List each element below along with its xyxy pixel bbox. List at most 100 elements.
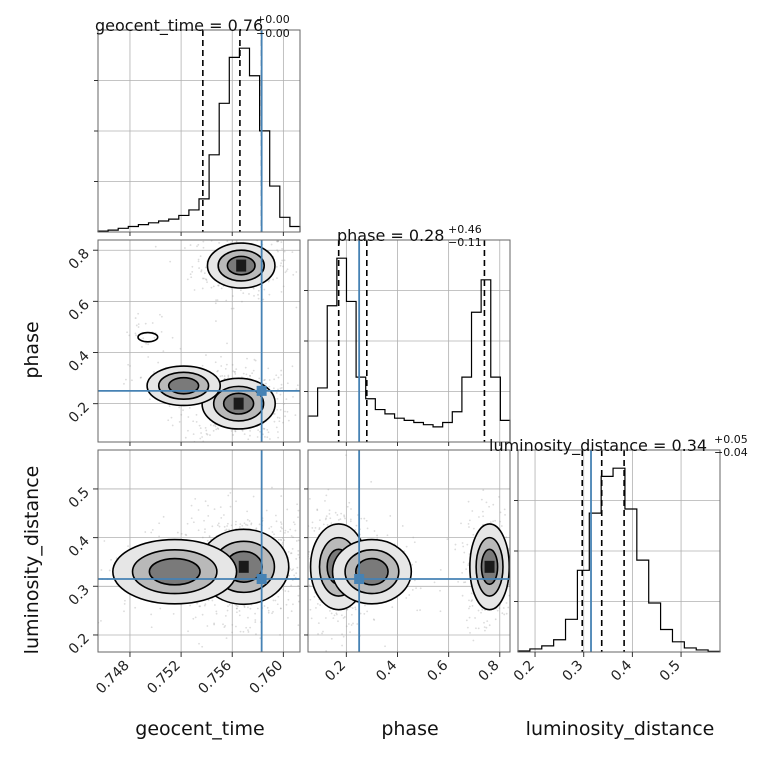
scatter-point <box>346 608 348 611</box>
scatter-point <box>341 633 343 636</box>
scatter-point <box>296 384 299 387</box>
scatter-point <box>356 623 359 625</box>
scatter-point <box>254 359 257 362</box>
scatter-point <box>284 410 286 413</box>
scatter-point <box>158 522 161 525</box>
scatter-point <box>249 607 252 610</box>
scatter-point <box>290 610 293 613</box>
scatter-point <box>287 598 290 601</box>
scatter-point <box>329 517 332 520</box>
scatter-point <box>151 528 154 531</box>
scatter-point <box>217 428 220 430</box>
scatter-point <box>284 532 286 534</box>
scatter-point <box>245 373 248 376</box>
scatter-point <box>197 258 200 261</box>
scatter-point <box>507 606 510 609</box>
scatter-point <box>197 243 200 246</box>
scatter-point <box>343 616 346 618</box>
scatter-point <box>209 434 211 436</box>
scatter-point <box>355 524 358 527</box>
scatter-point <box>234 373 237 375</box>
scatter-point <box>88 525 90 527</box>
scatter-point <box>238 237 240 239</box>
scatter-point <box>200 270 203 273</box>
scatter-point <box>336 514 339 516</box>
scatter-point <box>349 520 352 523</box>
scatter-point <box>280 241 283 244</box>
density-peak <box>236 259 247 272</box>
scatter-point <box>268 385 271 388</box>
scatter-point <box>486 620 489 623</box>
scatter-point <box>303 526 305 528</box>
scatter-point <box>258 377 261 380</box>
scatter-point <box>209 424 212 426</box>
contour-2-0 <box>469 523 510 611</box>
scatter-point <box>257 429 260 432</box>
scatter-point <box>93 580 95 582</box>
scatter-point <box>200 269 203 272</box>
x-tick-label-geocent_time: 0.760 <box>247 658 287 698</box>
scatter-point <box>198 424 201 427</box>
scatter-point <box>217 284 220 287</box>
scatter-point <box>232 434 235 436</box>
scatter-point <box>257 297 260 300</box>
scatter-point <box>253 294 255 297</box>
scatter-point <box>255 527 258 530</box>
title-geocent-time: geocent_time = 0.76 +0.00 −0.00 <box>95 13 290 40</box>
scatter-point <box>197 509 200 511</box>
scatter-point <box>187 630 189 633</box>
scatter-point <box>317 633 319 635</box>
scatter-point <box>134 317 137 319</box>
scatter-point <box>222 233 224 235</box>
scatter-point <box>302 577 304 579</box>
scatter-point <box>500 525 503 527</box>
scatter-point <box>513 526 515 528</box>
scatter-point <box>243 606 246 609</box>
scatter-point <box>309 608 312 611</box>
scatter-point <box>348 501 351 504</box>
scatter-point <box>201 277 204 280</box>
scatter-point <box>153 371 155 373</box>
density-peak <box>233 397 244 410</box>
scatter-point <box>189 244 192 246</box>
y-axis-label-luminosity-distance: luminosity_distance <box>21 466 43 655</box>
scatter-point <box>293 574 296 577</box>
scatter-point <box>208 535 211 537</box>
scatter-point <box>284 415 287 418</box>
scatter-point <box>236 607 238 610</box>
scatter-point <box>300 595 302 597</box>
scatter-point <box>505 602 508 604</box>
scatter-point <box>263 379 265 382</box>
scatter-point <box>230 287 233 290</box>
scatter-point <box>231 623 234 626</box>
scatter-point <box>124 599 126 602</box>
title-phase-minus: −0.11 <box>448 236 482 249</box>
scatter-point <box>157 361 160 364</box>
density-peak <box>484 560 495 573</box>
scatter-point <box>335 613 338 616</box>
scatter-point <box>233 371 236 373</box>
scatter-point <box>508 583 510 586</box>
scatter-point <box>350 624 353 626</box>
scatter-point <box>238 614 241 617</box>
panel-hist-phase <box>307 239 511 443</box>
scatter-point <box>231 295 234 297</box>
scatter-point <box>193 289 196 291</box>
scatter-point <box>263 605 266 607</box>
scatter-point <box>341 644 343 647</box>
scatter-point <box>225 528 228 531</box>
contour-0-2 <box>226 255 256 276</box>
scatter-point <box>230 524 233 527</box>
scatter-point <box>224 529 227 532</box>
scatter-point <box>280 539 283 542</box>
scatter-point <box>489 521 492 524</box>
scatter-point <box>286 410 289 413</box>
scatter-point <box>280 374 283 376</box>
scatter-point <box>199 605 202 608</box>
scatter-point <box>135 334 137 337</box>
scatter-point <box>270 243 273 246</box>
scatter-point <box>267 367 270 370</box>
scatter-point <box>220 355 222 358</box>
scatter-point <box>333 614 336 617</box>
scatter-point <box>319 604 321 606</box>
